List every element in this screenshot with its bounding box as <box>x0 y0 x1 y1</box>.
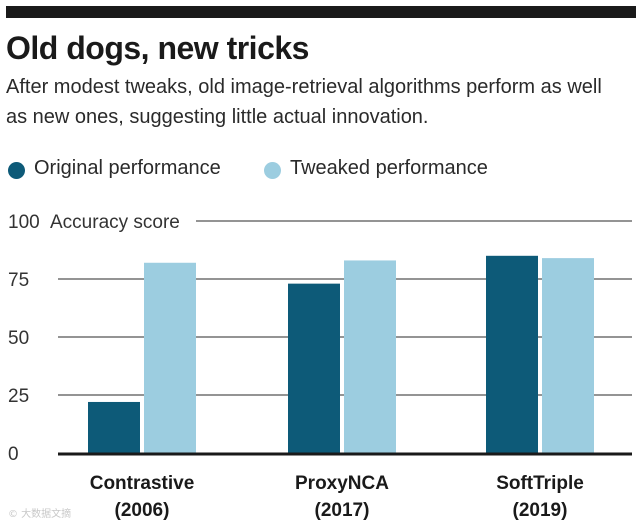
y-tick-label-25: 25 <box>8 386 29 407</box>
x-tick-year-contrastive: (2006) <box>115 500 170 521</box>
bar-original-softtriple <box>486 255 538 453</box>
bar-original-contrastive <box>88 401 140 453</box>
legend-swatch-tweaked <box>264 162 281 179</box>
chart-title: Old dogs, new tricks <box>6 30 309 66</box>
y-tick-label-75: 75 <box>8 270 29 291</box>
y-axis-label: Accuracy score <box>50 212 180 233</box>
watermark: © 大数据文摘 <box>8 509 72 520</box>
y-tick-label-100: 100 <box>8 212 40 233</box>
legend-swatch-original <box>8 162 25 179</box>
chart-subtitle: After modest tweaks, old image-retrieval… <box>6 76 602 128</box>
x-tick-label-proxynca: ProxyNCA <box>295 473 389 494</box>
header-rule <box>6 6 636 18</box>
legend-label-tweaked: Tweaked performance <box>290 157 488 179</box>
y-tick-label-0: 0 <box>8 444 19 465</box>
bar-tweaked-proxynca <box>344 260 396 453</box>
bar-original-proxynca <box>288 283 340 453</box>
bar-tweaked-contrastive <box>144 262 196 453</box>
x-tick-label-contrastive: Contrastive <box>90 473 195 494</box>
x-tick-year-proxynca: (2017) <box>315 500 370 521</box>
x-tick-year-softtriple: (2019) <box>513 500 568 521</box>
y-tick-label-50: 50 <box>8 328 29 349</box>
x-tick-label-softtriple: SoftTriple <box>496 473 584 494</box>
legend-label-original: Original performance <box>34 157 221 179</box>
bar-tweaked-softtriple <box>542 258 594 453</box>
